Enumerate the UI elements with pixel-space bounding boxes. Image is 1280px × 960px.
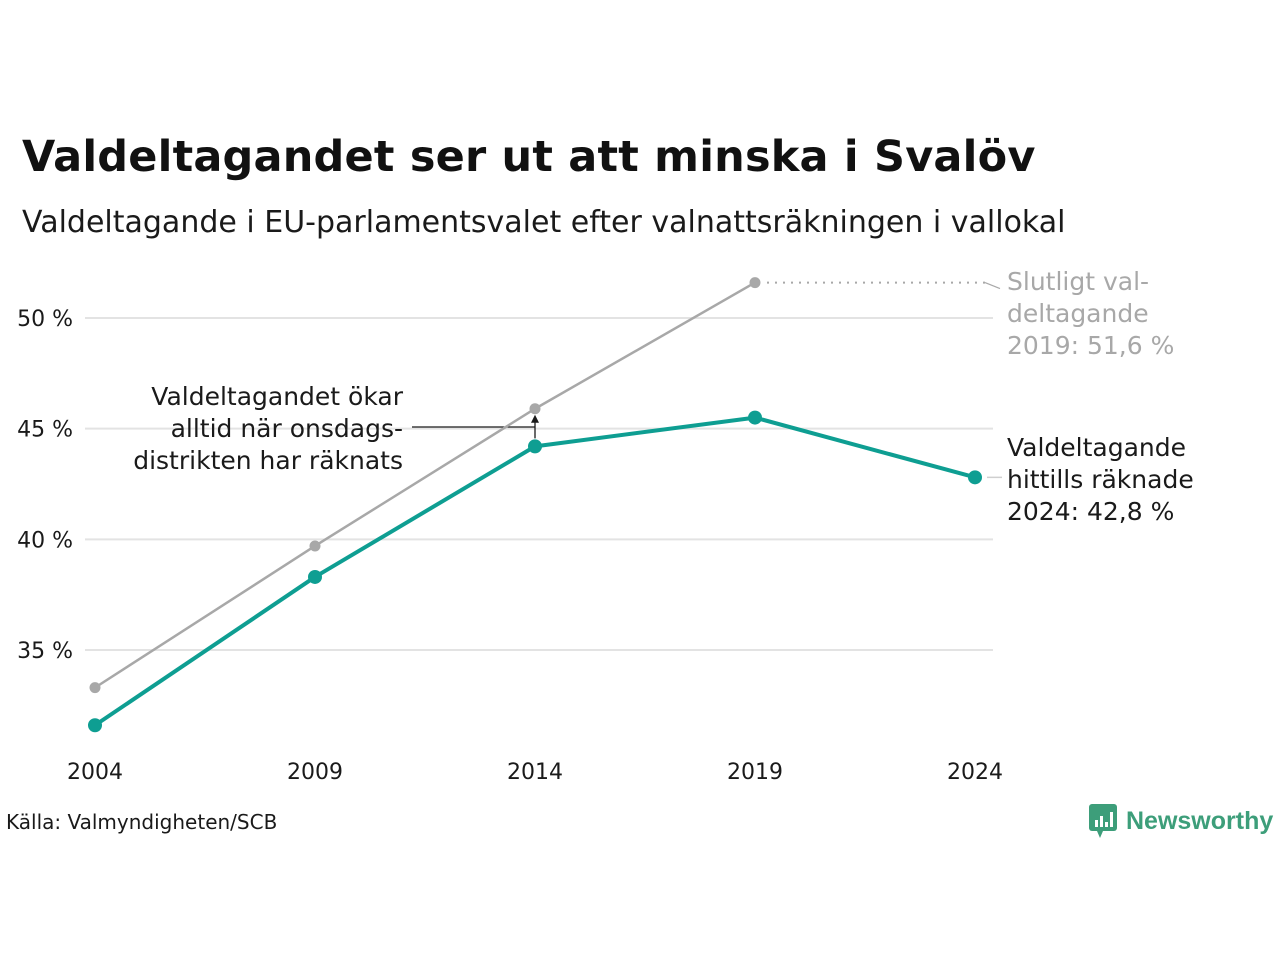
election-night-series-point-2014 [528,439,542,454]
final-2019-leader-tick [984,282,1001,290]
election-night-series-point-2024 [968,470,982,485]
annotation-connectors [412,281,1002,479]
final-turnout-series-point-2014 [529,403,541,415]
chart-subtitle: Valdeltagande i EU-parlamentsvalet efter… [22,205,1066,240]
annotation-final-2019-line-1: Slutligt val- [1007,267,1149,296]
y-tick-label-40: 40 % [17,528,73,553]
final-turnout-series [89,277,761,694]
newsworthy-logo-icon [1089,804,1117,838]
final-turnout-series-line [94,281,756,689]
annotation-current-2024-line-1: Valdeltagande [1007,433,1186,462]
brand-name: Newsworthy [1126,806,1274,835]
annotation-current-2024-line-3: 2024: 42,8 % [1007,497,1174,526]
series [88,277,982,733]
x-axis-ticks: 2004 2009 2014 2019 2024 [67,760,1003,785]
onsdag-arrowhead-icon [531,414,539,423]
annotation-current-2024-line-2: hittills räknade [1007,465,1194,494]
x-tick-label-2004: 2004 [67,760,123,785]
annotation-onsdag-line-1: Valdeltagandet ökar [151,382,403,411]
x-tick-label-2024: 2024 [947,760,1003,785]
y-tick-label-50: 50 % [17,307,73,332]
annotation-onsdag-line-2: alltid när onsdags- [171,414,403,443]
y-tick-label-35: 35 % [17,639,73,664]
annotation-current-2024: Valdeltagande hittills räknade 2024: 42,8 … [1007,433,1194,526]
annotation-final-2019: Slutligt val-deltagande 2019: 51,6 % [1007,267,1174,360]
annotation-final-2019-line-3: 2019: 51,6 % [1007,331,1174,360]
brand-logo[interactable]: Newsworthy [1088,803,1273,839]
chart-title: Valdeltagandet ser ut att minska i Svalö… [22,132,1036,182]
annotation-final-2019-line-2: deltagande [1007,299,1149,328]
election-night-series-point-2019 [748,410,762,425]
final-turnout-series-point-2004 [89,682,101,694]
y-axis-ticks: 35 % 40 % 45 % 50 % [17,307,73,664]
election-night-series-point-2009 [308,569,322,584]
x-tick-label-2009: 2009 [287,760,343,785]
source-note: Källa: Valmyndigheten/SCB [6,810,278,834]
grid-lines [85,317,993,651]
x-tick-label-2014: 2014 [507,760,563,785]
line-chart: 35 % 40 % 45 % 50 % 2004 2009 2014 2019 2024 Va… [17,267,1194,785]
election-night-series-point-2004 [88,718,102,733]
y-tick-label-45: 45 % [17,418,73,443]
x-tick-label-2019: 2019 [727,760,783,785]
annotation-texts: Valdeltagandet ökar alltid när onsdags-di… [133,267,1193,526]
annotation-onsdag: Valdeltagandet ökar alltid när onsdags-di… [133,382,403,475]
election-night-series [88,410,982,733]
final-turnout-series-point-2009 [309,540,321,552]
final-turnout-series-point-2019 [749,277,761,289]
annotation-onsdag-line-3: distrikten har räknats [133,446,403,475]
